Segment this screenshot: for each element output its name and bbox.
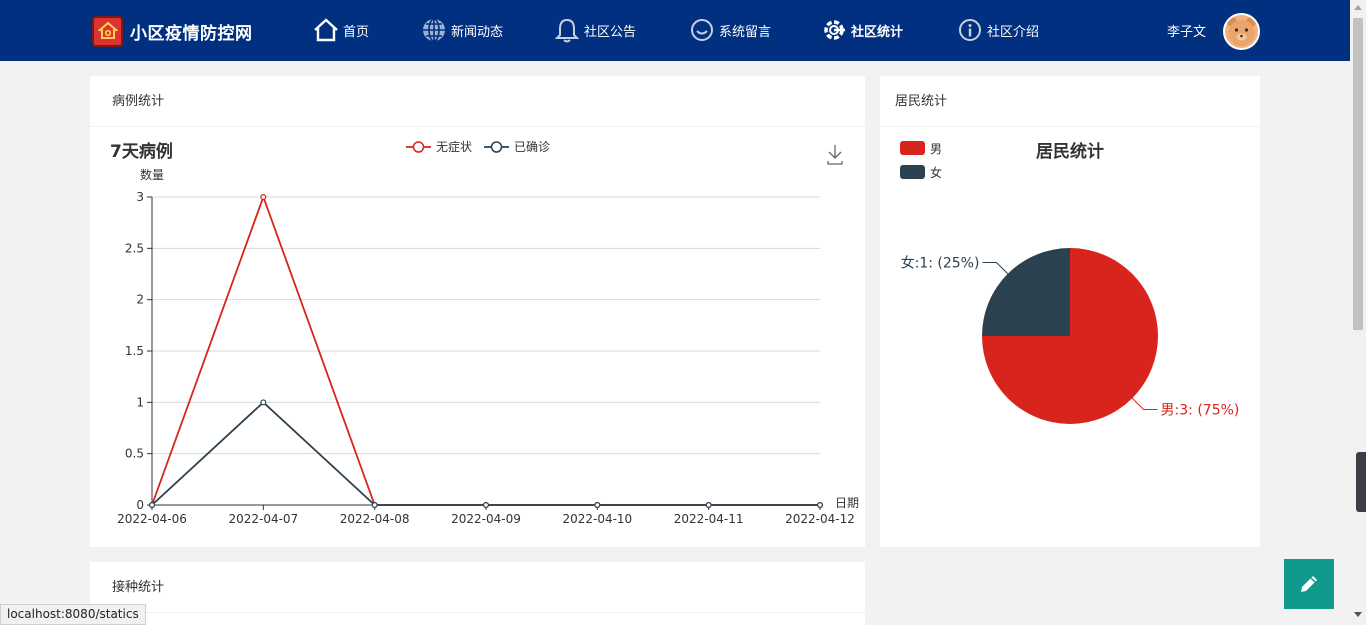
x-tick-label: 2022-04-12 xyxy=(785,512,855,526)
legend-marker xyxy=(412,141,425,153)
legend-item[interactable]: 已确诊 xyxy=(484,140,550,154)
globe-icon xyxy=(421,17,447,43)
nav-message-label: 系统留言 xyxy=(719,24,772,40)
nav-news-label: 新闻动态 xyxy=(451,24,504,40)
nav-message[interactable]: 系统留言 xyxy=(689,16,771,44)
data-point[interactable] xyxy=(260,399,267,406)
brand-title: 小区疫情防控网 xyxy=(130,23,253,44)
nav-news[interactable]: 新闻动态 xyxy=(421,16,503,44)
x-tick-label: 2022-04-08 xyxy=(340,512,410,526)
home-icon xyxy=(313,17,339,43)
y-tick-label: 0.5 xyxy=(125,447,144,461)
brand[interactable]: 小区疫情防控网 xyxy=(92,15,253,47)
data-point[interactable] xyxy=(148,502,155,509)
nav-home-label: 首页 xyxy=(343,24,370,40)
scroll-up-arrow-icon[interactable] xyxy=(1354,5,1362,10)
residents-card: 居民统计 居民统计 男女 男:3: (75%) 女:1: (25%) xyxy=(880,76,1260,547)
residents-card-header: 居民统计 xyxy=(880,76,1260,127)
pie-legend-swatch xyxy=(900,165,925,179)
data-point[interactable] xyxy=(594,502,601,509)
x-tick-label: 2022-04-07 xyxy=(228,512,298,526)
pie-legend-item[interactable]: 男 xyxy=(900,141,942,156)
vaccination-card: 接种统计 xyxy=(90,562,865,625)
gear-icon xyxy=(821,17,847,43)
x-tick-label: 2022-04-09 xyxy=(451,512,521,526)
cases-card-header: 病例统计 xyxy=(90,76,865,127)
pie-legend-label: 女 xyxy=(930,165,942,180)
cases-card: 病例统计 7天病例 数量 日期 0 0.5 1 1.5 2 2.5 3 2022-04-06… xyxy=(90,76,865,547)
data-point[interactable] xyxy=(705,502,712,509)
download-icon[interactable] xyxy=(824,143,844,165)
pie-legend-item[interactable]: 女 xyxy=(900,165,942,180)
scroll-thumb[interactable] xyxy=(1353,18,1363,330)
chart-title: 7天病例 xyxy=(110,141,173,162)
legend-marker xyxy=(490,141,503,153)
legend-item[interactable]: 无症状 xyxy=(406,139,472,154)
y-tick-label: 2 xyxy=(136,293,144,307)
scroll-down-arrow-icon[interactable] xyxy=(1354,612,1362,617)
info-icon xyxy=(957,17,983,43)
house-logo-icon xyxy=(92,15,123,47)
nav-notice[interactable]: 社区公告 xyxy=(554,16,636,44)
smile-icon xyxy=(689,17,715,43)
y-axis-label: 数量 xyxy=(140,167,164,182)
pie-slice-label: 女:1: (25%) xyxy=(901,254,980,271)
pie-label-line xyxy=(1131,397,1158,411)
x-axis-label: 日期 xyxy=(835,496,859,510)
pencil-icon xyxy=(1301,576,1317,592)
x-tick-label: 2022-04-10 xyxy=(562,512,632,526)
pie-legend-swatch xyxy=(900,141,925,155)
y-tick-label: 2.5 xyxy=(125,241,144,255)
data-point[interactable] xyxy=(483,502,490,509)
data-point[interactable] xyxy=(371,502,378,509)
nav-intro[interactable]: 社区介绍 xyxy=(957,16,1039,44)
residents-pie-chart: 居民统计 男女 男:3: (75%) 女:1: (25%) xyxy=(900,141,1240,424)
cases-line-chart: 7天病例 数量 日期 0 0.5 1 1.5 2 2.5 3 2022-04-06 2022-… xyxy=(110,139,859,526)
nav-home[interactable]: 首页 xyxy=(313,16,369,44)
bell-icon xyxy=(554,17,580,43)
side-widget-handle[interactable] xyxy=(1356,452,1366,512)
nav-statistics[interactable]: 社区统计 xyxy=(821,16,903,44)
x-tick-label: 2022-04-06 xyxy=(117,512,187,526)
data-point[interactable] xyxy=(260,193,267,200)
data-point[interactable] xyxy=(816,502,823,509)
pie-label-line xyxy=(982,261,1009,275)
bear-avatar-icon xyxy=(1227,17,1256,46)
vertical-scrollbar[interactable] xyxy=(1350,0,1366,625)
pie-chart-title: 居民统计 xyxy=(1036,141,1104,162)
avatar[interactable] xyxy=(1223,13,1260,50)
y-tick-label: 1 xyxy=(136,395,144,409)
edit-button[interactable] xyxy=(1284,559,1334,609)
y-tick-label: 1.5 xyxy=(125,344,144,358)
legend-label: 无症状 xyxy=(436,139,472,154)
y-tick-label: 0 xyxy=(136,498,144,512)
top-navbar: 小区疫情防控网 首页 新闻动态 社区公告 系统留言 社区统计 社 xyxy=(0,0,1350,61)
pie-slice[interactable] xyxy=(982,248,1070,336)
pie-slice-label: 男:3: (75%) xyxy=(1161,403,1240,419)
legend-label: 已确诊 xyxy=(514,140,550,154)
pie-legend-label: 男 xyxy=(930,142,942,156)
nav-statistics-label: 社区统计 xyxy=(851,24,904,40)
user-name[interactable]: 李子文 xyxy=(1167,25,1207,40)
nav-notice-label: 社区公告 xyxy=(584,24,637,40)
nav-intro-label: 社区介绍 xyxy=(987,24,1040,40)
y-tick-label: 3 xyxy=(136,190,144,204)
x-tick-label: 2022-04-11 xyxy=(674,512,744,526)
vaccination-card-header: 接种统计 xyxy=(90,562,865,613)
status-url: localhost:8080/statics xyxy=(0,604,146,625)
